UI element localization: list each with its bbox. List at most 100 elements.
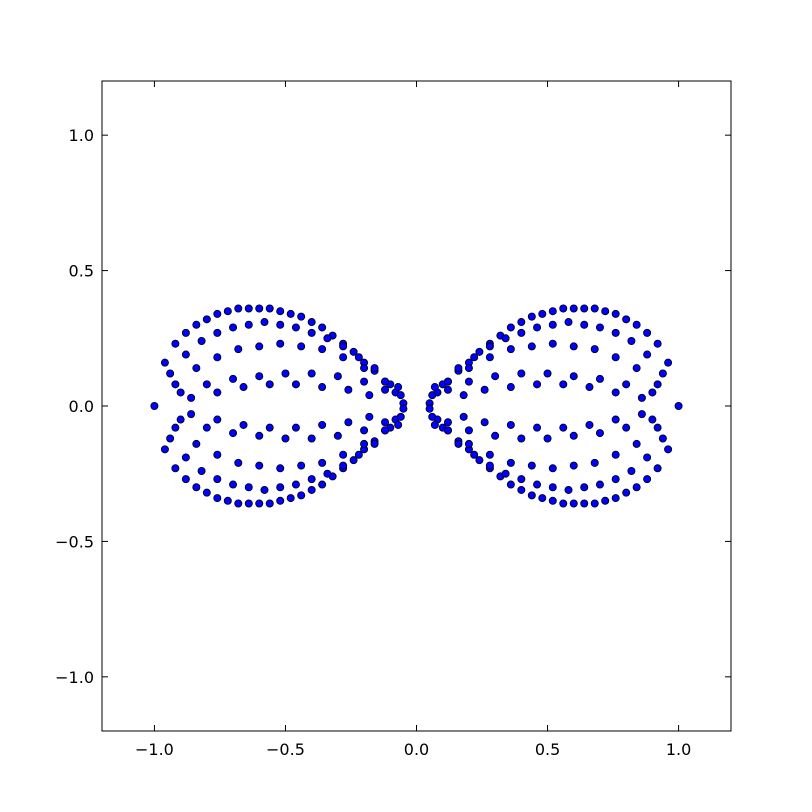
data-point xyxy=(506,480,515,489)
data-point xyxy=(569,431,578,440)
data-point xyxy=(470,353,479,362)
data-point xyxy=(181,350,190,359)
data-point xyxy=(187,410,196,419)
data-point xyxy=(622,380,631,389)
y-tick-label: 1.0 xyxy=(69,126,94,145)
data-point xyxy=(213,353,222,362)
data-point xyxy=(234,499,243,508)
data-point xyxy=(533,380,542,389)
data-point xyxy=(202,423,211,432)
data-point xyxy=(255,304,264,313)
data-point xyxy=(527,461,536,470)
data-point xyxy=(517,485,526,494)
data-point xyxy=(564,485,573,494)
data-point xyxy=(318,345,327,354)
data-point xyxy=(344,385,353,394)
data-point xyxy=(564,318,573,327)
data-point xyxy=(527,312,536,321)
data-point xyxy=(365,412,374,421)
data-point xyxy=(396,391,405,400)
data-point xyxy=(569,372,578,381)
data-point xyxy=(354,450,363,459)
data-point xyxy=(611,388,620,397)
data-point xyxy=(234,345,243,354)
data-point xyxy=(443,385,452,394)
data-point xyxy=(192,320,201,329)
data-point xyxy=(239,420,248,429)
data-point xyxy=(229,323,238,332)
data-point xyxy=(643,350,652,359)
data-point xyxy=(234,458,243,467)
data-point xyxy=(307,485,316,494)
data-point xyxy=(548,339,557,348)
data-point xyxy=(501,334,510,343)
data-point xyxy=(548,496,557,505)
data-point xyxy=(428,391,437,400)
data-point xyxy=(339,342,348,351)
data-point xyxy=(291,380,300,389)
data-point xyxy=(160,445,169,454)
y-tick-label: −1.0 xyxy=(55,668,94,687)
data-point xyxy=(276,483,285,492)
data-point xyxy=(202,488,211,497)
data-point xyxy=(281,369,290,378)
data-point xyxy=(622,423,631,432)
data-point xyxy=(627,466,636,475)
data-point xyxy=(365,391,374,400)
data-point xyxy=(595,429,604,438)
data-point xyxy=(192,364,201,373)
data-point xyxy=(517,318,526,327)
data-point xyxy=(323,334,332,343)
data-point xyxy=(475,347,484,356)
data-point xyxy=(653,464,662,473)
data-point xyxy=(611,450,620,459)
data-point xyxy=(297,461,306,470)
plot-area xyxy=(102,81,731,731)
data-point xyxy=(464,377,473,386)
data-point xyxy=(517,369,526,378)
data-point xyxy=(181,328,190,337)
data-point xyxy=(506,323,515,332)
data-point xyxy=(360,439,369,448)
data-point xyxy=(658,434,667,443)
data-point xyxy=(265,423,274,432)
data-point xyxy=(664,358,673,367)
data-point xyxy=(674,401,683,410)
data-point xyxy=(202,380,211,389)
data-point xyxy=(399,404,408,413)
data-point xyxy=(166,434,175,443)
data-point xyxy=(344,418,353,427)
data-point xyxy=(354,353,363,362)
data-point xyxy=(244,483,253,492)
data-point xyxy=(559,499,568,508)
plot-frame xyxy=(101,80,732,732)
data-point xyxy=(260,485,269,494)
data-point xyxy=(297,312,306,321)
data-point xyxy=(506,345,515,354)
data-point xyxy=(339,461,348,470)
data-point xyxy=(480,385,489,394)
data-point xyxy=(202,315,211,324)
data-point xyxy=(213,328,222,337)
data-point xyxy=(538,494,547,503)
data-point xyxy=(648,388,657,397)
data-point xyxy=(527,491,536,500)
data-point xyxy=(213,415,222,424)
data-point xyxy=(464,426,473,435)
data-point xyxy=(611,353,620,362)
data-point xyxy=(491,372,500,381)
data-point xyxy=(590,458,599,467)
data-point xyxy=(480,418,489,427)
data-point xyxy=(276,464,285,473)
data-point xyxy=(307,328,316,337)
data-point xyxy=(394,383,403,392)
data-point xyxy=(265,499,274,508)
y-tick-label: 0.5 xyxy=(69,262,94,281)
data-point xyxy=(585,383,594,392)
data-point xyxy=(533,323,542,332)
data-point xyxy=(239,383,248,392)
data-point xyxy=(637,410,646,419)
data-point xyxy=(627,336,636,345)
x-tick-label: 0.5 xyxy=(535,740,560,759)
